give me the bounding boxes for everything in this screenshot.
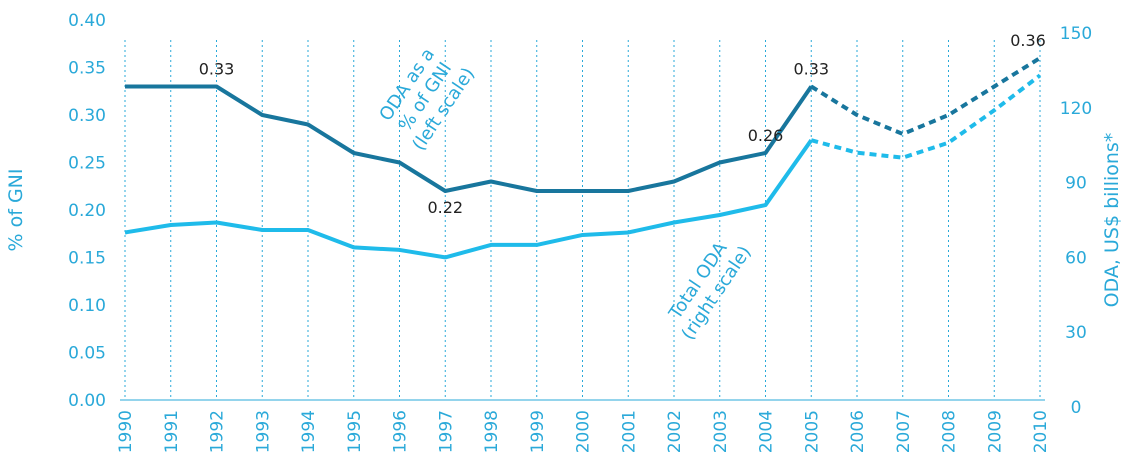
- x-tick-label: 2005: [802, 410, 822, 453]
- x-tick-label: 2002: [665, 410, 685, 453]
- x-tick-label: 2009: [985, 410, 1005, 453]
- data-label: 0.33: [793, 60, 829, 79]
- y-tick-label: 0.15: [68, 249, 106, 269]
- data-label: 0.36: [1010, 31, 1046, 50]
- x-tick-label: 1991: [162, 410, 182, 453]
- y-axis-label: % of GNI: [5, 169, 27, 252]
- x-tick-label: 1996: [391, 410, 411, 453]
- y2-tick-label: 150: [1060, 24, 1092, 44]
- x-tick-label: 2001: [619, 410, 639, 453]
- x-tick-label: 1995: [345, 410, 365, 453]
- y-tick-label: 0.40: [68, 11, 106, 31]
- line: [124, 139, 813, 260]
- y-tick-label: 0.35: [68, 59, 106, 79]
- x-tick-label: 1990: [116, 410, 136, 453]
- x-tick-label: 1992: [208, 410, 228, 453]
- x-tick-label: 1998: [482, 410, 502, 453]
- y2-tick-label: 90: [1065, 174, 1087, 194]
- data-label: 0.33: [199, 60, 235, 79]
- y2-axis-label: ODA, US$ billions*: [1101, 133, 1123, 308]
- x-tick-label: 1997: [436, 410, 456, 453]
- x-tick-label: 2006: [848, 410, 868, 453]
- projected-line: [810, 56, 1042, 136]
- y-tick-label: 0.20: [68, 201, 106, 221]
- y2-tick-label: 60: [1065, 248, 1087, 268]
- x-tick-label: 1993: [253, 410, 273, 453]
- x-tick-label: 2000: [574, 410, 594, 453]
- y-tick-label: 0.05: [68, 344, 106, 364]
- y-tick-label: 0.25: [68, 154, 106, 174]
- y2-tick-label: 0: [1071, 398, 1082, 418]
- data-label: 0.22: [427, 198, 463, 217]
- annotation: ODA as a % of GNI (left scale): [375, 44, 479, 154]
- projected-line: [810, 73, 1042, 160]
- x-tick-label: 2010: [1031, 410, 1051, 453]
- y2-tick-label: 120: [1060, 99, 1092, 119]
- y-tick-label: 0.00: [68, 391, 106, 411]
- x-tick-label: 1994: [299, 410, 319, 453]
- line: [125, 84, 813, 193]
- y-tick-label: 0.30: [68, 106, 106, 126]
- x-tick-label: 2004: [757, 410, 777, 453]
- y-tick-label: 0.10: [68, 296, 106, 316]
- x-tick-label: 2008: [940, 410, 960, 453]
- x-tick-label: 2003: [711, 410, 731, 453]
- x-tick-label: 1999: [528, 410, 548, 453]
- x-tick-label: 2007: [894, 410, 914, 453]
- y2-tick-label: 30: [1065, 323, 1087, 343]
- data-label: 0.26: [748, 126, 784, 145]
